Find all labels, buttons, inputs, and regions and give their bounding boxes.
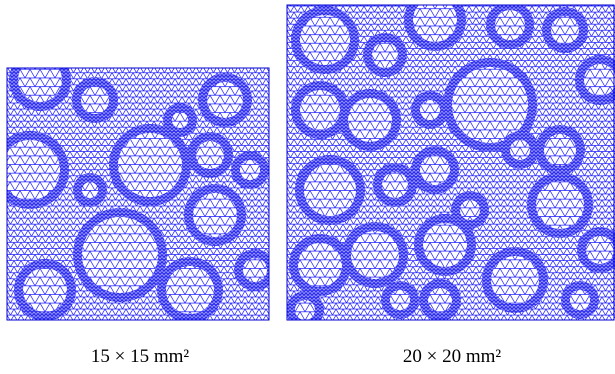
aggregate [491, 256, 539, 304]
aggregate [81, 86, 109, 114]
aggregate [207, 82, 243, 118]
aggregate [372, 42, 398, 68]
aggregate [196, 141, 224, 169]
aggregate [420, 155, 450, 185]
aggregate [423, 223, 467, 267]
aggregate [304, 164, 356, 216]
aggregate [460, 200, 480, 220]
aggregate [82, 217, 158, 293]
panel-border [286, 4, 615, 321]
aggregate [300, 15, 350, 65]
aggregate [584, 64, 615, 96]
aggregate [570, 290, 590, 310]
aggregate [586, 236, 614, 264]
aggregate [193, 193, 237, 237]
aggregate [82, 182, 98, 198]
aggregate [243, 258, 267, 282]
aggregate [413, 5, 457, 42]
aggregate [23, 268, 67, 312]
mesh-panel [287, 5, 615, 320]
aggregate [351, 231, 399, 279]
aggregate [452, 67, 528, 143]
aggregate [544, 134, 576, 166]
aggregate [298, 243, 342, 287]
aggregate [428, 288, 452, 312]
aggregate [551, 16, 579, 44]
mesh-panel [7, 68, 269, 320]
aggregate [240, 160, 260, 180]
aggregate [390, 290, 410, 310]
aggregate [300, 90, 340, 130]
aggregate [510, 140, 530, 160]
aggregate [7, 140, 60, 200]
caption: 20 × 20 mm² [403, 346, 502, 367]
caption: 15 × 15 mm² [91, 346, 190, 367]
aggregate [18, 68, 62, 102]
aggregate [348, 98, 392, 142]
aggregate [172, 112, 188, 128]
aggregate [420, 100, 440, 120]
aggregate [536, 181, 584, 229]
aggregate [382, 172, 408, 198]
aggregate [495, 10, 525, 40]
aggregate [166, 266, 214, 314]
aggregate [295, 300, 315, 320]
panel-border [6, 67, 270, 321]
aggregate [118, 133, 182, 197]
